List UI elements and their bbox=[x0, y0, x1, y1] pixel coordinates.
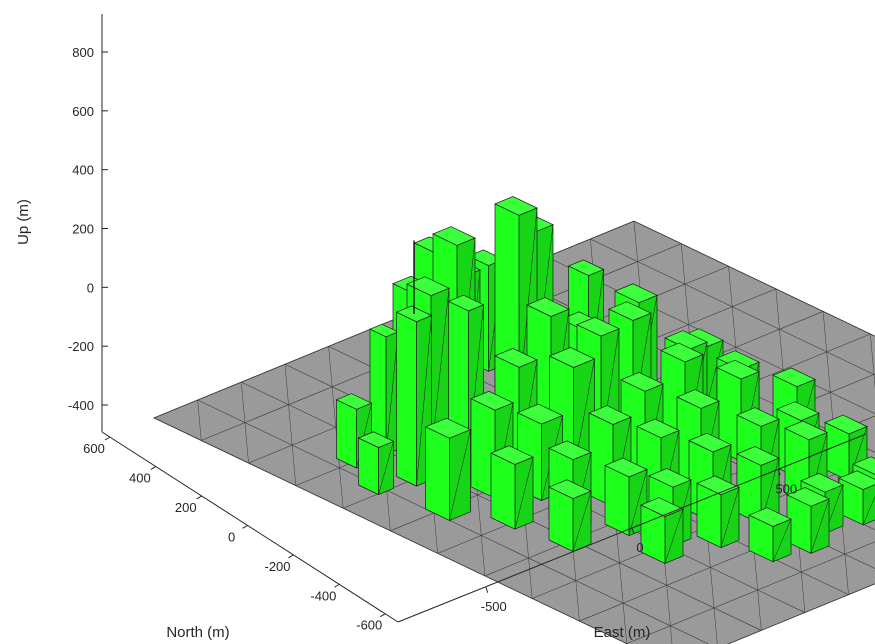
x-tick-label: 500 bbox=[775, 481, 797, 496]
y-tick-label: 200 bbox=[175, 500, 197, 515]
x-tick bbox=[485, 586, 489, 593]
ground-diagonal bbox=[666, 585, 671, 626]
ground-diagonal bbox=[339, 467, 344, 509]
y-tick-label: 400 bbox=[129, 470, 151, 485]
ground-diagonal bbox=[386, 490, 391, 531]
y-tick-label: -600 bbox=[356, 618, 382, 633]
x-tick bbox=[777, 469, 781, 476]
x-axis-label: East (m) bbox=[594, 624, 651, 641]
ground-grid-line bbox=[153, 417, 629, 644]
y-tick bbox=[242, 524, 248, 529]
ground-diagonal bbox=[826, 351, 831, 393]
ground-diagonal bbox=[775, 288, 780, 330]
y-tick bbox=[288, 554, 294, 559]
y-tick bbox=[150, 466, 157, 470]
ground-grid-line bbox=[590, 238, 875, 376]
ground-diagonal bbox=[822, 311, 827, 352]
ground-diagonal bbox=[753, 549, 758, 591]
z-tick-label: -200 bbox=[68, 339, 94, 354]
x-tick bbox=[631, 527, 635, 535]
y-tick-label: -400 bbox=[310, 588, 336, 603]
x-tick-label: -500 bbox=[481, 599, 507, 614]
ground-diagonal bbox=[713, 607, 718, 644]
z-axis-label: Up (m) bbox=[15, 199, 32, 245]
ground-diagonal bbox=[433, 512, 438, 554]
ground-diagonal bbox=[728, 266, 733, 307]
ground-diagonal bbox=[328, 346, 333, 387]
ground-grid-line bbox=[197, 399, 710, 644]
ground-diagonal bbox=[622, 603, 627, 644]
y-tick bbox=[334, 583, 340, 588]
ground-diagonal bbox=[244, 422, 249, 464]
ground-diagonal bbox=[291, 445, 297, 486]
y-tick bbox=[380, 613, 386, 618]
y-axis-label: North (m) bbox=[166, 624, 229, 641]
z-tick-label: 0 bbox=[87, 280, 94, 295]
z-tick-label: 200 bbox=[72, 222, 94, 237]
ground-diagonal bbox=[481, 535, 486, 576]
ground-diagonal bbox=[844, 554, 849, 595]
ground-diagonal bbox=[633, 221, 638, 262]
z-tick-label: 800 bbox=[72, 45, 94, 60]
ground-diagonal bbox=[477, 494, 482, 536]
building bbox=[424, 417, 472, 521]
buildings bbox=[335, 196, 875, 564]
ground-diagonal bbox=[575, 580, 580, 622]
y-tick-label: 600 bbox=[83, 441, 105, 456]
building bbox=[696, 475, 740, 549]
ground-diagonal bbox=[331, 386, 337, 428]
building bbox=[395, 305, 433, 487]
building bbox=[548, 479, 592, 552]
ground-diagonal bbox=[681, 243, 686, 285]
ground-diagonal bbox=[684, 284, 689, 325]
y-tick-label: 0 bbox=[228, 529, 235, 544]
ticks: 800 600 400 200 0 -200 -400 600 400 200 0 -200 -400 -… bbox=[68, 45, 797, 633]
ground-diagonal bbox=[288, 404, 293, 446]
building bbox=[357, 431, 395, 496]
ground-diagonal bbox=[197, 400, 202, 441]
building bbox=[748, 507, 792, 563]
ground-grid-line bbox=[626, 541, 875, 644]
ground-diagonal bbox=[731, 306, 737, 348]
ground-diagonal bbox=[710, 567, 715, 608]
ground-diagonal bbox=[619, 562, 624, 604]
x-tick-label: 0 bbox=[636, 540, 643, 555]
ground-diagonal bbox=[757, 589, 762, 631]
ground-diagonal bbox=[241, 382, 246, 423]
z-tick-label: 600 bbox=[72, 104, 94, 119]
building bbox=[838, 470, 875, 526]
ground-diagonal bbox=[284, 364, 289, 405]
y-axis-line bbox=[101, 431, 399, 623]
ground-diagonal bbox=[779, 329, 784, 370]
building bbox=[490, 445, 534, 530]
ground-diagonal bbox=[670, 625, 673, 644]
y-tick-label: -200 bbox=[265, 559, 291, 574]
ground-grid-line bbox=[727, 583, 875, 644]
ground-grid-line bbox=[633, 220, 875, 337]
ground-diagonal bbox=[801, 572, 806, 613]
y-tick bbox=[104, 436, 111, 441]
z-tick-label: -400 bbox=[68, 398, 94, 413]
ground-diagonal bbox=[528, 558, 533, 599]
building bbox=[640, 497, 684, 564]
ground-diagonal bbox=[870, 333, 875, 375]
building bbox=[786, 487, 830, 554]
z-tick-label: 400 bbox=[72, 163, 94, 178]
y-tick bbox=[196, 495, 203, 500]
